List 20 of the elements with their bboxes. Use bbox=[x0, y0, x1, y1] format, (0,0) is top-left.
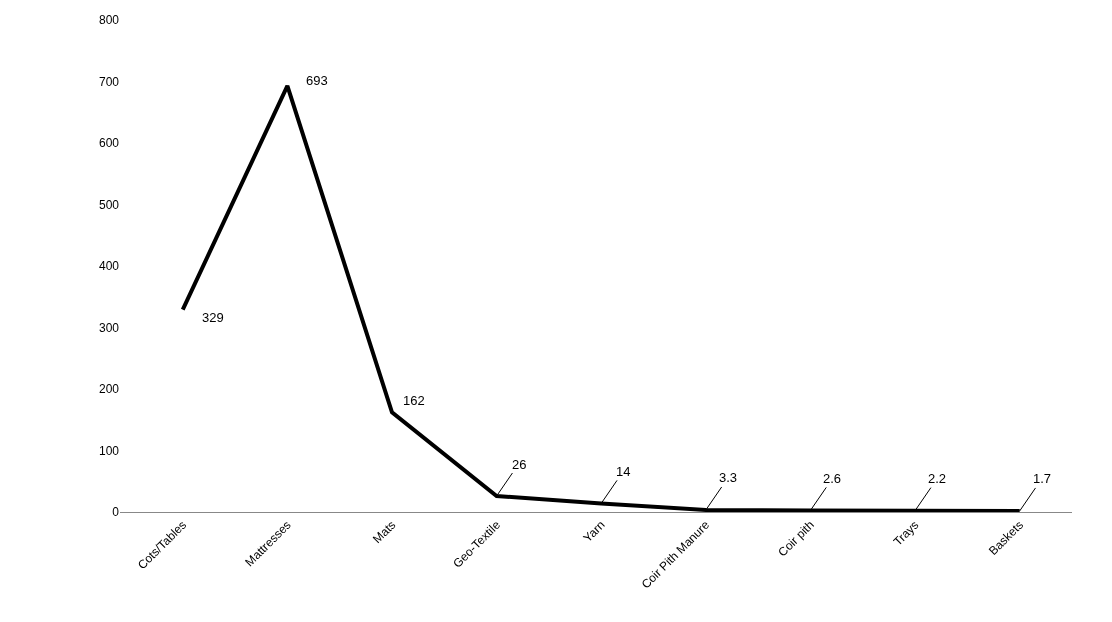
y-tick-label: 500 bbox=[98, 197, 120, 212]
data-label: 2.2 bbox=[928, 471, 947, 486]
y-tick-label: 200 bbox=[98, 382, 120, 397]
x-tick-label: Yarn bbox=[580, 517, 608, 546]
data-label: 1.7 bbox=[1033, 471, 1052, 486]
data-label: 693 bbox=[306, 73, 328, 88]
data-label: 14 bbox=[616, 464, 631, 479]
data-label: 3.3 bbox=[719, 470, 738, 485]
x-tick-label: Coir pith bbox=[775, 517, 817, 560]
data-label: 162 bbox=[403, 393, 425, 408]
y-tick-label: 800 bbox=[98, 13, 120, 28]
data-label: 2.6 bbox=[823, 471, 842, 486]
y-tick-label: 0 bbox=[112, 505, 120, 520]
y-tick-label: 400 bbox=[98, 259, 120, 274]
y-tick-label: 300 bbox=[98, 320, 120, 335]
data-label: 329 bbox=[202, 310, 224, 325]
y-tick-label: 100 bbox=[98, 443, 120, 458]
y-tick-label: 700 bbox=[98, 74, 120, 89]
y-tick-label: 600 bbox=[98, 136, 120, 151]
data-label: 26 bbox=[512, 457, 527, 472]
